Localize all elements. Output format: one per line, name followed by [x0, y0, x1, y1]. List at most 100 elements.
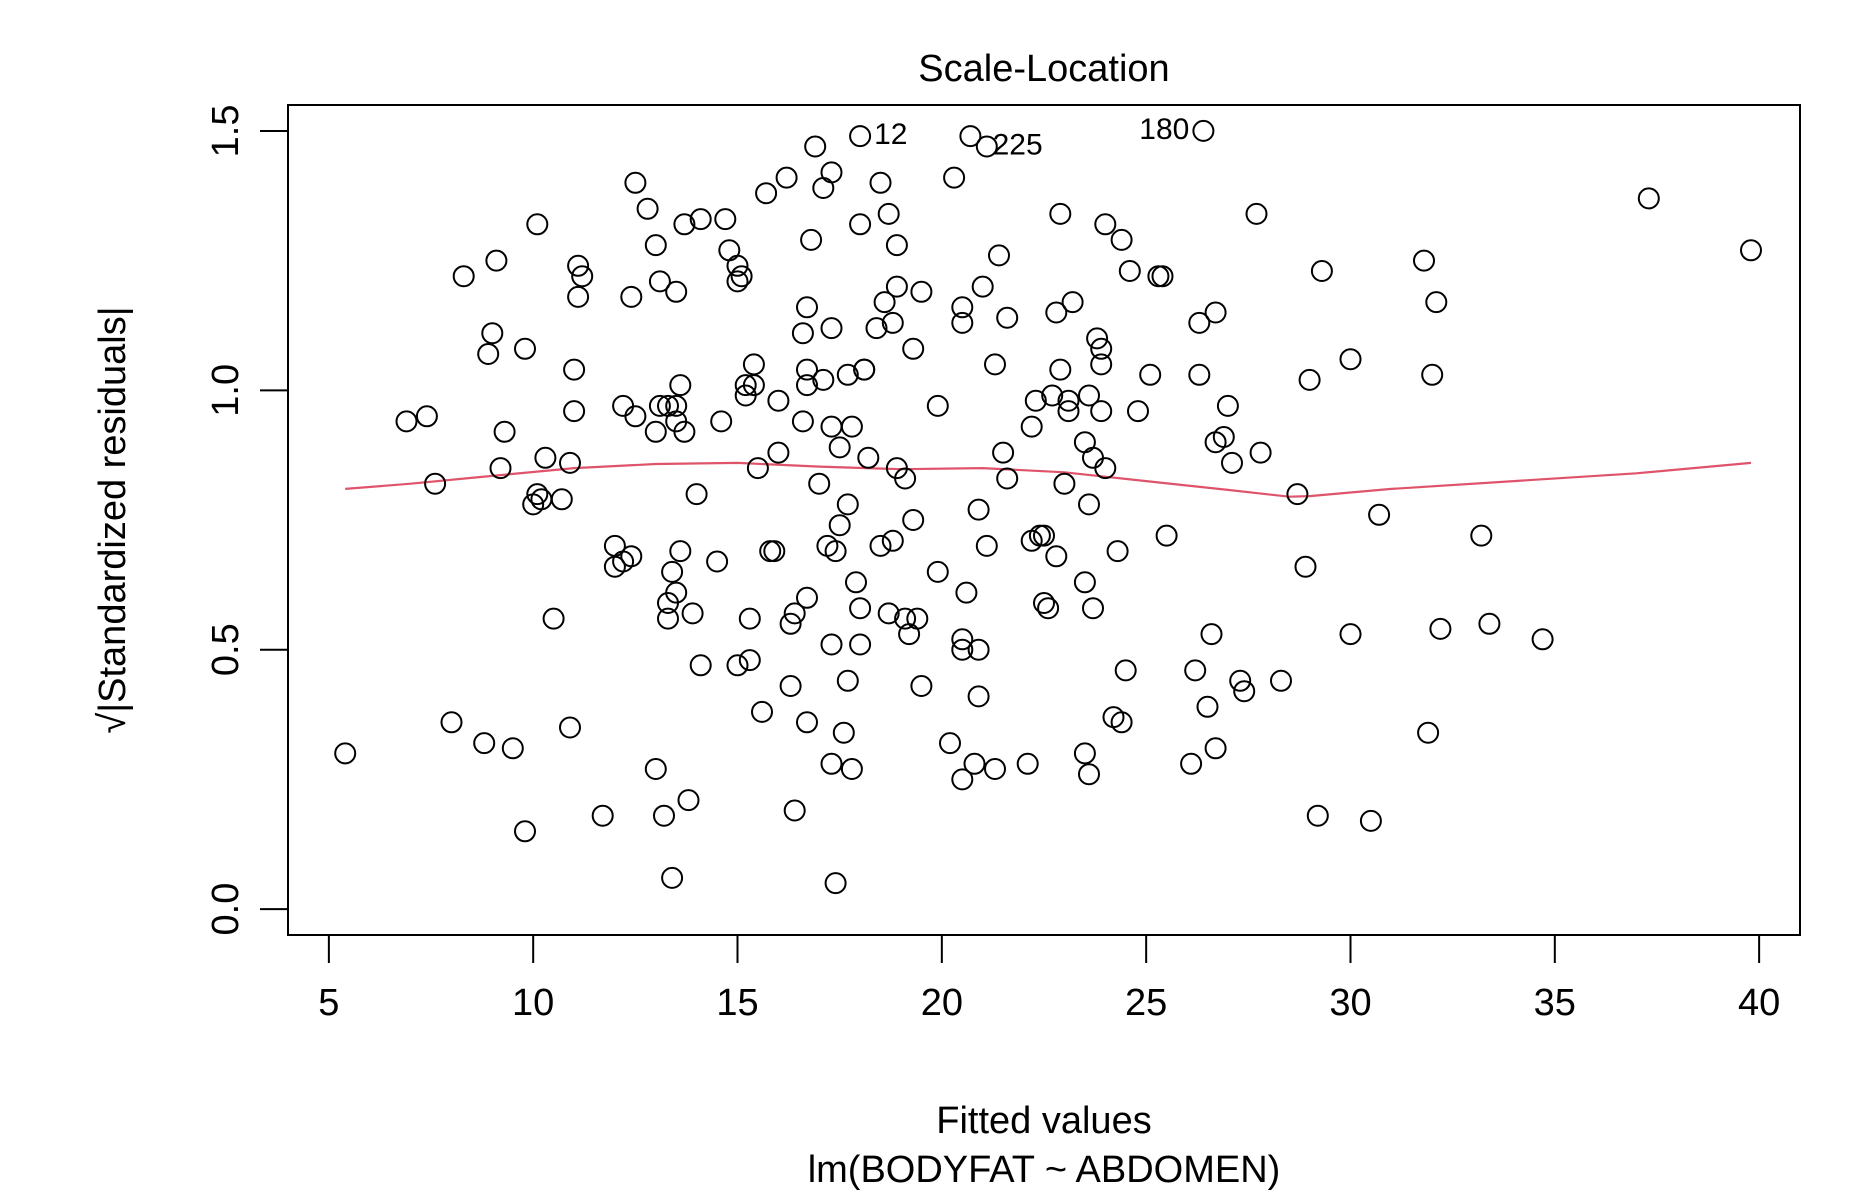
y-tick-label: 1.0 [205, 364, 247, 417]
x-tick-label: 15 [716, 982, 758, 1024]
data-point [689, 654, 712, 677]
data-point [853, 358, 876, 381]
data-point [759, 540, 782, 563]
y-tick-label: 1.5 [205, 105, 247, 158]
data-point [665, 280, 688, 303]
point-label: 225 [993, 129, 1043, 162]
data-point [489, 457, 512, 480]
data-point [1229, 669, 1252, 692]
data-point [877, 602, 900, 625]
data-point [804, 135, 827, 158]
data-point [849, 125, 872, 148]
data-point [738, 607, 761, 630]
data-point [1417, 721, 1440, 744]
data-point [1114, 659, 1137, 682]
data-point [542, 607, 565, 630]
data-point [951, 628, 974, 651]
data-point [910, 280, 933, 303]
data-point [559, 451, 581, 474]
data-point [1078, 493, 1100, 516]
data-point [1073, 431, 1096, 454]
data-point [648, 270, 671, 293]
data-point [493, 420, 516, 443]
data-point [1147, 265, 1170, 288]
data-point [636, 197, 659, 220]
data-point [714, 208, 737, 231]
data-point [849, 597, 872, 620]
data-point [820, 633, 843, 656]
x-tick-label: 35 [1534, 982, 1576, 1024]
data-point [567, 285, 590, 308]
data-point [726, 270, 749, 293]
data-point [885, 275, 908, 298]
data-point [534, 446, 557, 469]
data-point [644, 758, 667, 780]
data-point [1478, 612, 1501, 635]
data-point [1118, 260, 1141, 282]
data-point [624, 171, 647, 194]
data-point [967, 685, 990, 708]
y-axis-label: √|Standardized residuals| [92, 306, 134, 733]
data-point [673, 420, 696, 443]
data-point [1221, 451, 1243, 474]
data-point [1057, 389, 1080, 412]
data-point [1294, 555, 1317, 578]
data-point [669, 374, 692, 397]
data-point [820, 161, 843, 184]
data-point [1310, 260, 1333, 282]
data-point [1110, 228, 1133, 251]
data-point [730, 265, 753, 288]
data-point [1470, 524, 1493, 547]
data-point [763, 540, 786, 563]
data-point [1020, 415, 1043, 438]
data-point [1057, 400, 1080, 423]
data-point [1016, 752, 1039, 775]
data-point [1155, 524, 1178, 547]
data-point [1049, 202, 1072, 225]
y-tick-label: 0.5 [205, 623, 247, 676]
data-point [452, 265, 475, 288]
data-point [1041, 384, 1064, 407]
data-point [1298, 368, 1321, 391]
data-point [685, 483, 708, 506]
data-point [820, 317, 843, 340]
data-point [881, 529, 904, 552]
data-point [836, 669, 859, 692]
data-point [996, 306, 1019, 329]
data-point [755, 182, 778, 205]
data-point [1106, 540, 1129, 563]
x-tick-label: 25 [1125, 982, 1167, 1024]
data-point [926, 394, 949, 417]
data-point [845, 571, 867, 594]
x-tick-label: 30 [1329, 982, 1371, 1024]
data-point [751, 700, 773, 723]
data-point [669, 540, 692, 563]
data-point [1033, 524, 1055, 547]
data-point [1286, 483, 1309, 506]
data-point [779, 675, 802, 697]
data-point [828, 436, 851, 459]
data-point [902, 337, 925, 360]
data-point [1180, 752, 1203, 775]
data-point [885, 234, 908, 257]
data-point [648, 394, 671, 417]
data-point [334, 742, 357, 765]
data-point [1110, 711, 1133, 734]
data-point [653, 804, 675, 827]
data-point [718, 239, 741, 262]
data-point [571, 265, 594, 288]
data-point [800, 228, 823, 251]
data-point [984, 353, 1006, 376]
data-point [1245, 202, 1268, 225]
data-point [992, 441, 1015, 464]
data-point [501, 737, 524, 760]
data-point [828, 514, 851, 537]
data-point [857, 446, 880, 469]
data-point [869, 534, 892, 557]
smooth-line [345, 461, 1752, 498]
data-point [689, 208, 712, 231]
data-point [1127, 400, 1149, 423]
data-point [726, 654, 749, 677]
data-point [796, 586, 818, 609]
data-point [783, 602, 806, 625]
